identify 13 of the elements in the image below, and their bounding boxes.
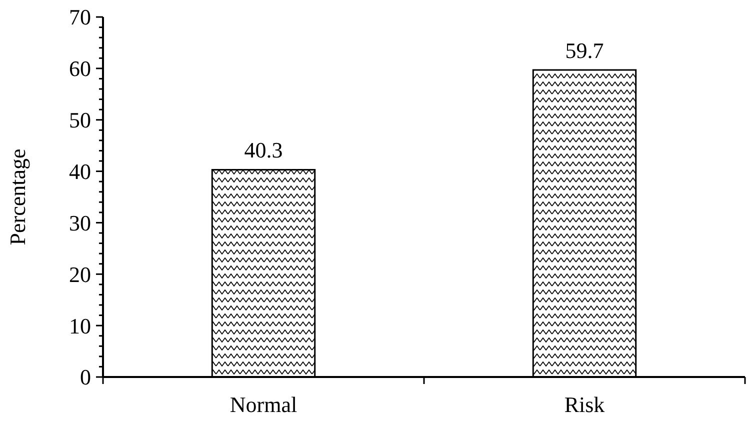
y-tick-label: 10 [69, 313, 91, 338]
y-tick-label: 50 [69, 108, 91, 133]
x-tick-label: Risk [564, 392, 605, 417]
data-label: 40.3 [244, 138, 283, 163]
y-tick-label: 40 [69, 158, 91, 184]
x-tick-label: Normal [230, 392, 298, 417]
y-tick-label: 20 [69, 262, 91, 287]
y-tick-label: 0 [80, 364, 91, 390]
y-tick-label: 70 [69, 4, 91, 30]
y-axis-title: Percentage [5, 148, 30, 246]
data-label: 59.7 [565, 38, 604, 63]
y-tick-label: 30 [69, 210, 91, 236]
y-tick-label: 60 [69, 56, 91, 82]
